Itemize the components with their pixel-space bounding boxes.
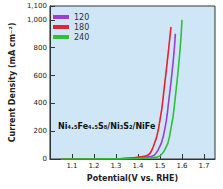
svg-text:400: 400 — [34, 99, 47, 107]
svg-text:240: 240 — [74, 33, 89, 42]
svg-text:0: 0 — [42, 155, 46, 163]
svg-text:1.7: 1.7 — [198, 162, 209, 170]
svg-text:1.5: 1.5 — [154, 162, 165, 170]
svg-text:1,000: 1,000 — [27, 16, 47, 24]
svg-text:1.3: 1.3 — [110, 162, 121, 170]
svg-text:Potential(V vs. RHE): Potential(V vs. RHE) — [87, 174, 178, 183]
svg-text:1.2: 1.2 — [88, 162, 99, 170]
svg-text:180: 180 — [74, 23, 89, 32]
svg-text:Ni₄.₅Fe₄.₅S₈/Ni₃S₂/NiFe: Ni₄.₅Fe₄.₅S₈/Ni₃S₂/NiFe — [58, 122, 156, 131]
svg-text:600: 600 — [34, 72, 47, 80]
svg-text:Current Density (mA cm⁻²): Current Density (mA cm⁻²) — [8, 23, 17, 143]
svg-text:1.6: 1.6 — [176, 162, 188, 170]
svg-text:120: 120 — [74, 13, 89, 22]
svg-text:1.4: 1.4 — [132, 162, 144, 170]
svg-text:200: 200 — [34, 127, 47, 135]
svg-text:800: 800 — [34, 44, 47, 52]
svg-text:1.1: 1.1 — [66, 162, 77, 170]
svg-text:1,100: 1,100 — [27, 2, 47, 10]
